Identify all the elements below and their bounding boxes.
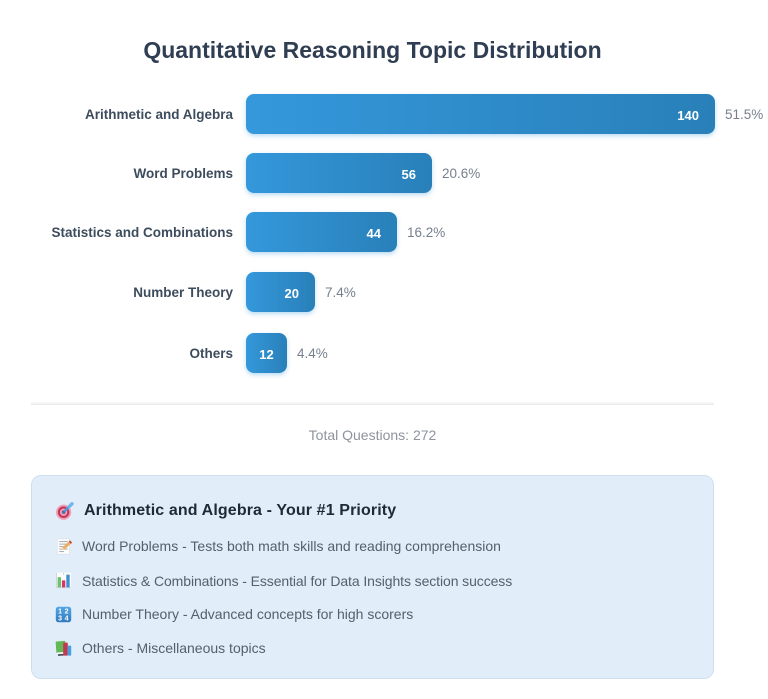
svg-text:3: 3: [58, 615, 62, 622]
svg-text:1: 1: [58, 608, 62, 615]
svg-text:4: 4: [65, 615, 69, 622]
svg-text:2: 2: [65, 608, 69, 615]
